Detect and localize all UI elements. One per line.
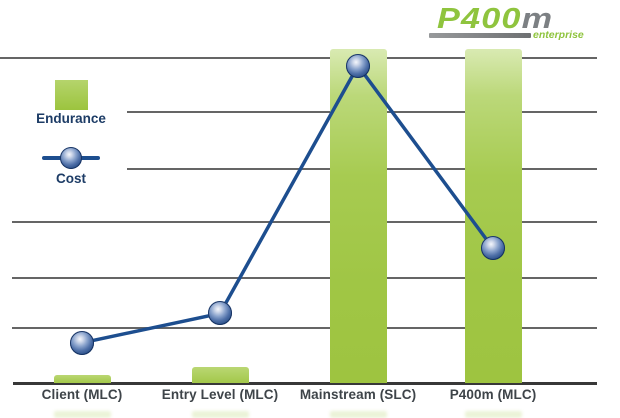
endurance-bar	[53, 375, 111, 383]
bar-reflection	[464, 411, 522, 418]
logo-wordmark-p400: P400	[437, 3, 522, 35]
gridline	[12, 277, 597, 279]
cost-data-point	[481, 236, 505, 261]
logo-tagline: enterprise	[533, 29, 584, 41]
x-axis-label: Mainstream (SLC)	[299, 387, 417, 402]
logo-wordmark-m: m	[521, 3, 554, 35]
logo-underline	[429, 33, 531, 38]
endurance-label: Endurance	[36, 111, 106, 126]
cost-data-point	[208, 301, 232, 326]
gridline	[12, 327, 597, 329]
endurance-bar	[464, 49, 522, 383]
cost-data-point	[70, 330, 94, 355]
bar-reflection	[329, 411, 387, 418]
bar-reflection	[191, 411, 249, 418]
endurance-bar	[191, 367, 249, 383]
cost-label: Cost	[56, 171, 86, 186]
cost-sphere-icon	[60, 147, 82, 169]
x-axis-label: Entry Level (MLC)	[161, 387, 279, 402]
x-axis-line	[13, 382, 597, 385]
gridline	[0, 57, 597, 59]
x-axis-label: P400m (MLC)	[449, 387, 537, 402]
bar-reflection	[53, 411, 111, 418]
gridline	[12, 221, 597, 223]
logo-wordmark: P400m	[437, 3, 553, 36]
x-axis-label: Client (MLC)	[41, 387, 123, 402]
endurance-swatch-icon	[55, 80, 88, 110]
endurance-bar	[329, 49, 387, 383]
cost-data-point	[346, 53, 370, 78]
